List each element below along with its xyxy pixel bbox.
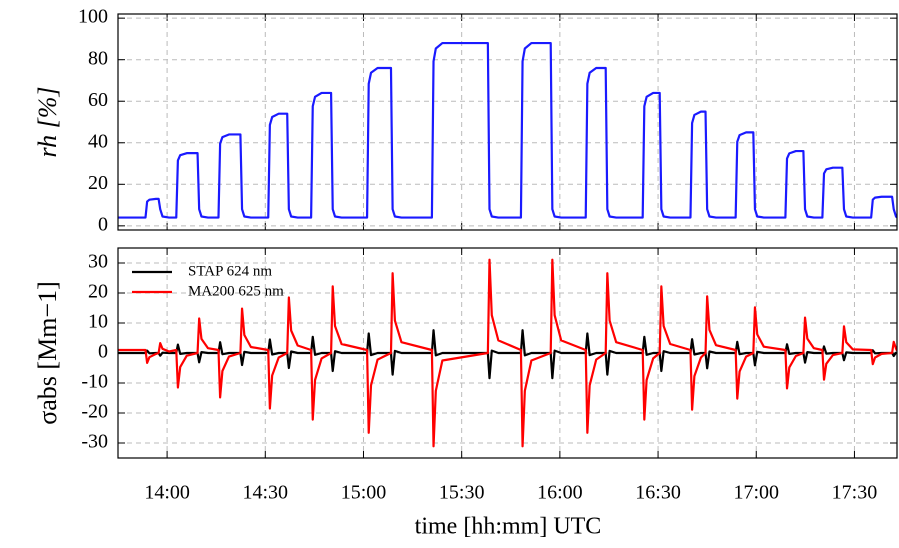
- x-tick-label: 17:30: [832, 482, 878, 504]
- y-tick-label: -10: [81, 371, 108, 393]
- x-tick-label: 14:00: [144, 482, 190, 504]
- x-tick-label: 15:00: [341, 482, 387, 504]
- x-tick-label: 15:30: [439, 482, 485, 504]
- x-tick-label: 16:30: [635, 482, 681, 504]
- y-tick-label: 40: [88, 130, 108, 152]
- y-tick-label: 20: [88, 281, 108, 303]
- plot-frame: [117, 247, 898, 459]
- x-tick-label: 16:00: [537, 482, 583, 504]
- y-tick-label: 0: [98, 341, 108, 363]
- y-tick-label: -30: [81, 431, 108, 453]
- data-line: [118, 329, 897, 380]
- y-tick-label: 20: [88, 172, 108, 194]
- x-axis-title: time [hh:mm] UTC: [415, 514, 602, 540]
- legend-label: MA200 625 nm: [188, 283, 284, 299]
- y-tick-label: 100: [78, 6, 108, 28]
- y-tick-label: 0: [98, 213, 108, 235]
- x-tick-label: 17:00: [733, 482, 779, 504]
- x-tick-label: 14:30: [243, 482, 289, 504]
- y-tick-label: 10: [88, 311, 108, 333]
- y-tick-label: 80: [88, 47, 108, 69]
- plot-frame: [117, 13, 898, 231]
- y-tick-label: -20: [81, 401, 108, 423]
- y-tick-label: 60: [88, 89, 108, 111]
- y-axis-title: rh [%]: [33, 86, 62, 157]
- y-axis-title: σabs [Mm−1]: [33, 281, 62, 425]
- data-line: [118, 41, 897, 219]
- y-tick-label: 30: [88, 251, 108, 273]
- data-line: [118, 258, 897, 448]
- legend-label: STAP 624 nm: [188, 263, 272, 279]
